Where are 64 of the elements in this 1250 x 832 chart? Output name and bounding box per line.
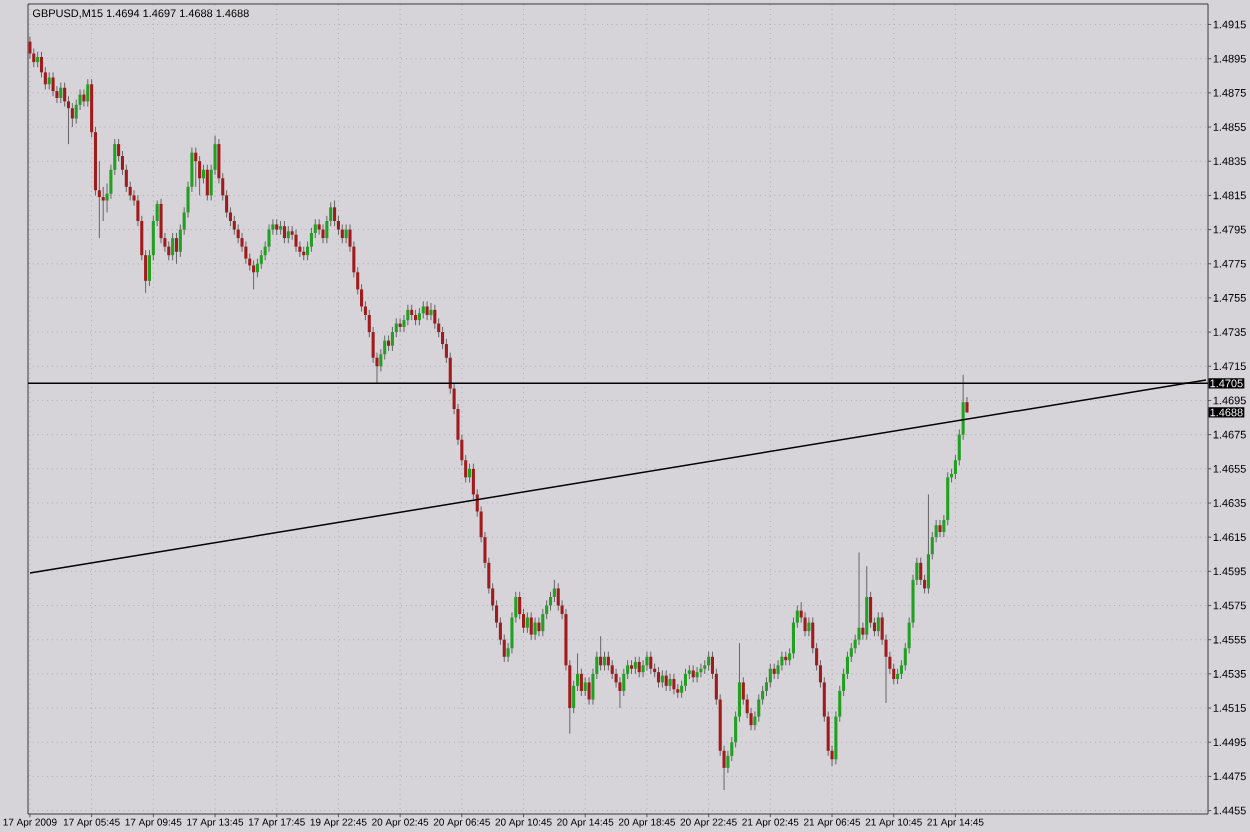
candlestick [429,302,433,321]
candlestick [194,147,198,188]
candlestick [236,224,240,244]
candlestick [757,693,761,723]
candlestick [780,651,784,671]
candlestick [174,232,179,265]
candlestick [340,224,344,244]
candlestick [309,227,313,253]
candlestick [610,659,614,680]
candlestick [294,229,298,253]
candlestick [205,164,209,201]
candlestick [28,36,32,60]
candlestick [537,617,541,637]
candlestick [406,304,410,326]
candlestick [321,224,325,244]
candlestick [51,71,55,97]
candlestick [599,635,603,671]
candlestick [198,155,202,196]
candlestick [252,259,256,290]
candlestick [587,676,591,706]
candlestick [159,198,163,244]
candlestick [649,651,653,675]
candlestick [768,663,772,688]
candlestick [433,304,437,330]
candlestick [279,220,283,236]
candlestick [556,582,560,612]
candlestick [232,215,236,236]
candlestick [333,200,337,227]
candlestick [529,611,533,641]
candlestick [583,676,587,697]
candlestick [618,676,622,709]
candlestick [926,494,930,594]
candlestick [919,557,923,586]
candlestick [552,579,556,603]
candlestick [606,651,610,671]
candlestick [857,552,861,646]
candlestick [171,232,175,261]
candlestick [703,659,707,675]
candlestick [541,608,545,637]
candlestick [525,611,529,634]
candlestick [938,519,942,538]
candlestick [707,651,711,671]
candlestick [317,218,321,236]
candlestick [641,659,645,678]
candlestick [244,241,248,265]
candlestick [664,670,668,692]
candlestick [865,565,869,641]
candlestick [876,611,880,637]
candlestick [533,617,537,641]
candlestick [683,668,688,692]
candlestick [259,249,263,270]
candlestick [344,224,348,244]
candlestick [645,651,649,671]
candlestick [695,666,699,683]
candlestick [267,224,271,253]
candlestick [59,82,63,104]
candlestick [668,673,672,692]
candlestick [672,673,676,695]
candlestick [167,241,171,261]
candlestick [776,659,780,680]
candlestick [282,220,286,244]
candlestick [637,656,641,678]
candlestick [629,659,634,675]
candlestick [425,300,429,321]
